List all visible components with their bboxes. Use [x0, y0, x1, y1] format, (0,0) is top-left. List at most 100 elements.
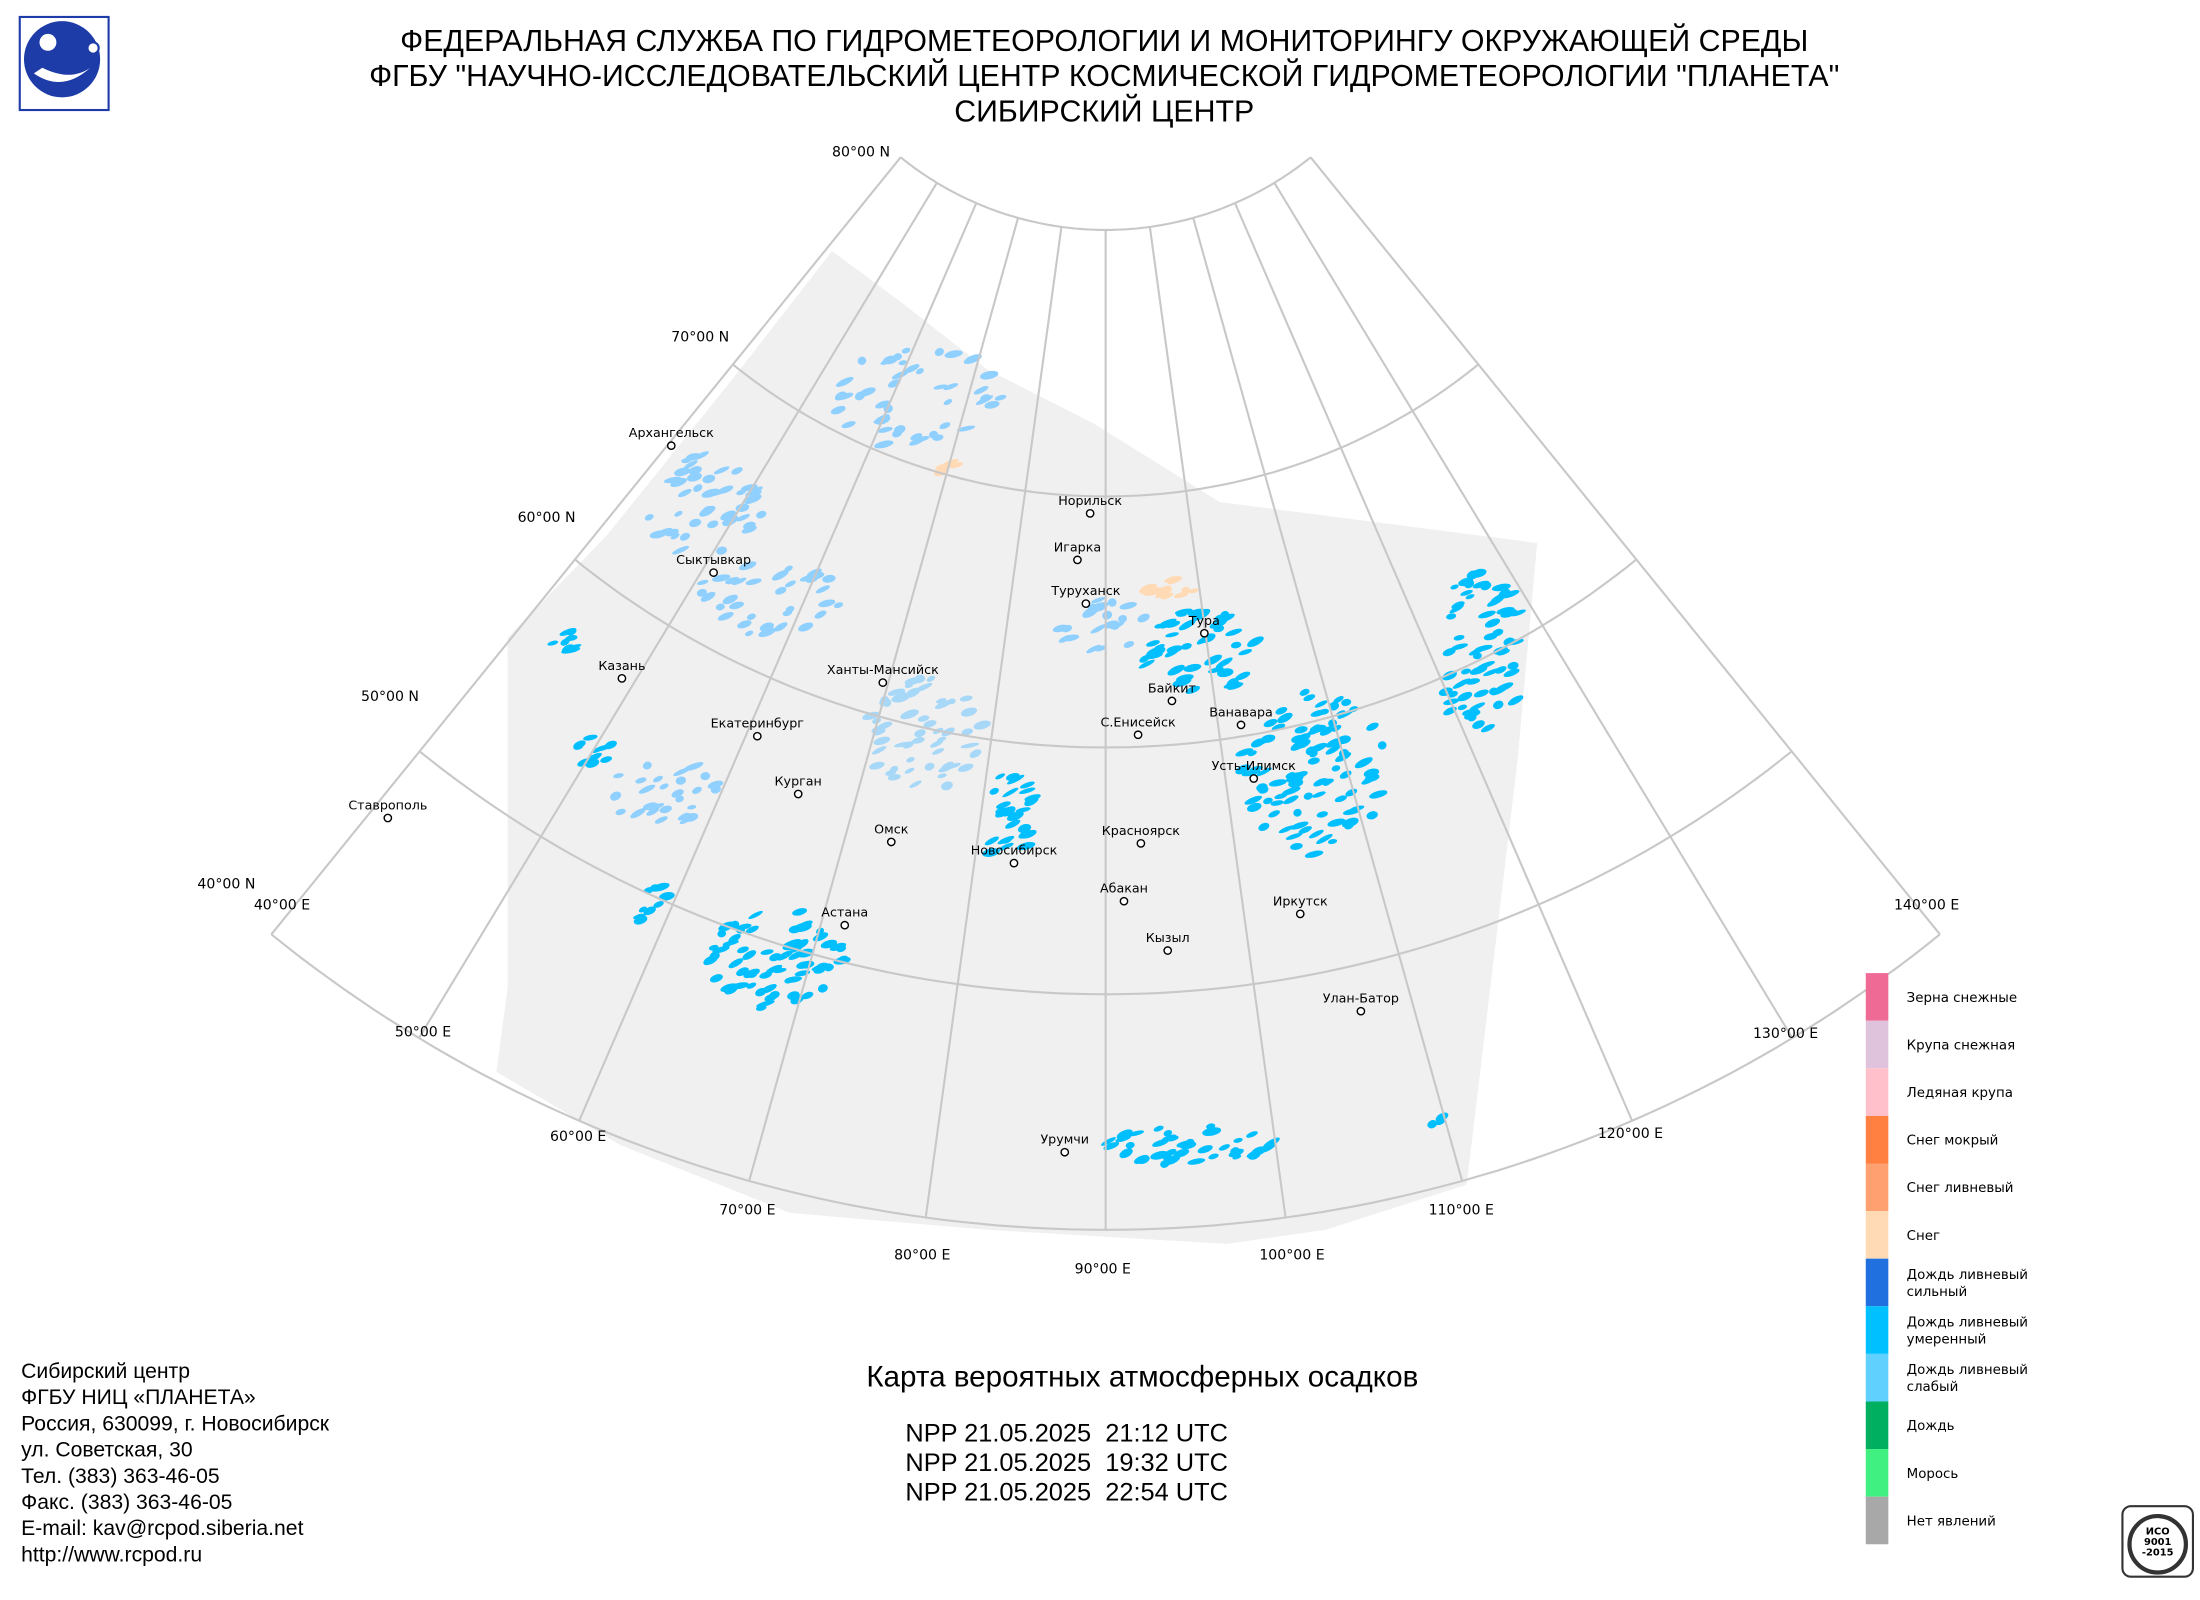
precip-cell: [765, 964, 783, 974]
city-marker: [1249, 774, 1259, 783]
precip-cell: [982, 848, 1000, 857]
precip-cell: [741, 525, 757, 534]
precip-cell: [1233, 1137, 1243, 1143]
precip-cell: [737, 620, 752, 629]
precip-cell: [1153, 1125, 1164, 1132]
precip-cell: [756, 510, 767, 519]
precip-cell: [1281, 786, 1301, 796]
precip-cell: [1366, 722, 1379, 731]
contact-line: Факс. (383) 363-46-05: [21, 1491, 232, 1514]
contact-line: ФГБУ НИЦ «ПЛАНЕТА»: [21, 1386, 256, 1409]
city-marker: [1236, 720, 1246, 730]
precip-cell: [1181, 586, 1191, 594]
precip-cell: [746, 982, 757, 989]
legend-label: Дождь ливневый: [1907, 1363, 2028, 1378]
precip-cell: [1472, 720, 1485, 729]
precip-cell: [1086, 644, 1101, 654]
precip-cell: [635, 777, 647, 784]
legend-swatch: [1865, 1068, 1889, 1116]
city-label: Омск: [874, 821, 909, 836]
precip-cell: [932, 434, 944, 441]
longitude-label: 60°00 E: [550, 1129, 606, 1145]
legend-swatch: [1865, 1401, 1889, 1450]
precip-cell: [891, 693, 910, 703]
precip-cell: [1334, 795, 1347, 803]
precip-cell: [1469, 702, 1486, 711]
precip-cell: [642, 761, 652, 770]
precip-cell: [1232, 1154, 1242, 1160]
precip-cell: [1343, 808, 1360, 816]
precip-cell: [1160, 592, 1174, 600]
precip-cell: [707, 780, 724, 789]
precip-cell: [932, 748, 945, 755]
city-label: Усть-Илимск: [1212, 758, 1297, 773]
city-label: Улан-Батор: [1323, 991, 1399, 1006]
precip-cell: [737, 946, 749, 954]
precip-cell: [646, 807, 660, 816]
precip-cell: [1247, 1150, 1261, 1160]
city-marker: [1060, 1147, 1070, 1157]
legend-label: Снег мокрый: [1907, 1134, 1999, 1149]
precip-cell: [1024, 794, 1041, 802]
precip-cell: [1294, 733, 1311, 744]
contact-line: Тел. (383) 363-46-05: [21, 1465, 219, 1488]
precip-cell: [736, 514, 750, 522]
precip-cell: [728, 958, 744, 969]
precip-cell: [769, 990, 780, 999]
precip-cell: [1103, 1141, 1120, 1151]
precip-cell: [873, 736, 891, 746]
precip-cell: [732, 577, 747, 586]
precip-cell: [720, 510, 736, 521]
precip-cell: [678, 488, 692, 498]
precip-cell: [996, 801, 1011, 809]
precip-cell: [1472, 580, 1490, 589]
city-marker: [1085, 508, 1095, 518]
precip-cell: [834, 391, 847, 401]
precip-cell: [980, 370, 999, 380]
precip-cell: [1263, 797, 1273, 805]
contact-line: http://www.rcpod.ru: [21, 1543, 202, 1566]
precip-cell: [792, 908, 808, 916]
precip-cell: [1247, 636, 1264, 648]
precip-cell: [1453, 635, 1465, 641]
precip-cell: [833, 602, 844, 609]
city-label: С.Енисейск: [1101, 714, 1176, 729]
precip-cell: [857, 356, 867, 365]
precip-cell: [1137, 1155, 1150, 1165]
precip-cell: [1206, 1123, 1216, 1130]
precip-cell: [1183, 663, 1202, 672]
precip-cell: [684, 813, 699, 822]
precip-cell: [943, 399, 953, 406]
precip-cell: [1511, 609, 1526, 617]
precip-cell: [715, 603, 725, 611]
precip-cell: [775, 586, 787, 595]
precip-cell: [1244, 795, 1262, 805]
precip-cell: [1307, 757, 1320, 765]
precip-cell: [713, 487, 729, 496]
precip-cell: [702, 489, 721, 498]
city-label: Норильск: [1058, 493, 1122, 508]
precip-cell: [1369, 790, 1388, 799]
precip-cell: [1146, 640, 1160, 647]
precip-cell: [583, 734, 598, 741]
precip-cell: [1139, 583, 1157, 594]
precip-cell: [961, 728, 973, 736]
precip-cell: [1278, 825, 1295, 834]
precip-cell: [1204, 1128, 1220, 1135]
precip-cell: [937, 736, 947, 742]
precip-cell: [650, 882, 670, 892]
longitude-label: 140°00 E: [1894, 898, 1959, 914]
precip-cell: [742, 950, 757, 960]
precip-cell: [1472, 652, 1482, 660]
precip-cell: [892, 429, 903, 438]
latitude-label: 70°00 N: [671, 329, 729, 345]
legend-label: слабый: [1907, 1379, 1959, 1395]
precip-cell: [1154, 623, 1164, 629]
precip-cell: [917, 715, 930, 722]
precip-cell: [755, 987, 767, 997]
precip-cell: [887, 688, 905, 696]
precip-cell: [1084, 610, 1094, 618]
precip-cell: [1497, 649, 1510, 656]
precip-cell: [948, 462, 964, 469]
